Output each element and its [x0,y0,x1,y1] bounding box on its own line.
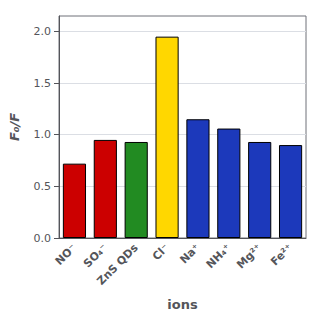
svg-text:1.0: 1.0 [34,128,52,141]
svg-text:SO₄⁻: SO₄⁻ [81,241,110,271]
svg-text:1.5: 1.5 [34,77,52,90]
svg-text:ZnS QDs: ZnS QDs [94,241,141,288]
svg-text:2.0: 2.0 [34,25,52,38]
svg-text:F₀/F: F₀/F [7,113,22,141]
svg-text:Fe²⁺: Fe²⁺ [268,241,295,268]
svg-text:Mg²⁺: Mg²⁺ [234,241,264,271]
svg-text:0.5: 0.5 [34,180,52,193]
svg-text:NH₄⁺: NH₄⁺ [204,241,234,271]
svg-text:ions: ions [167,297,198,312]
svg-text:Na⁺: Na⁺ [177,241,202,266]
svg-text:NO⁻: NO⁻ [53,241,80,268]
svg-text:Cl⁻: Cl⁻ [150,241,172,263]
svg-text:0.0: 0.0 [34,232,52,245]
